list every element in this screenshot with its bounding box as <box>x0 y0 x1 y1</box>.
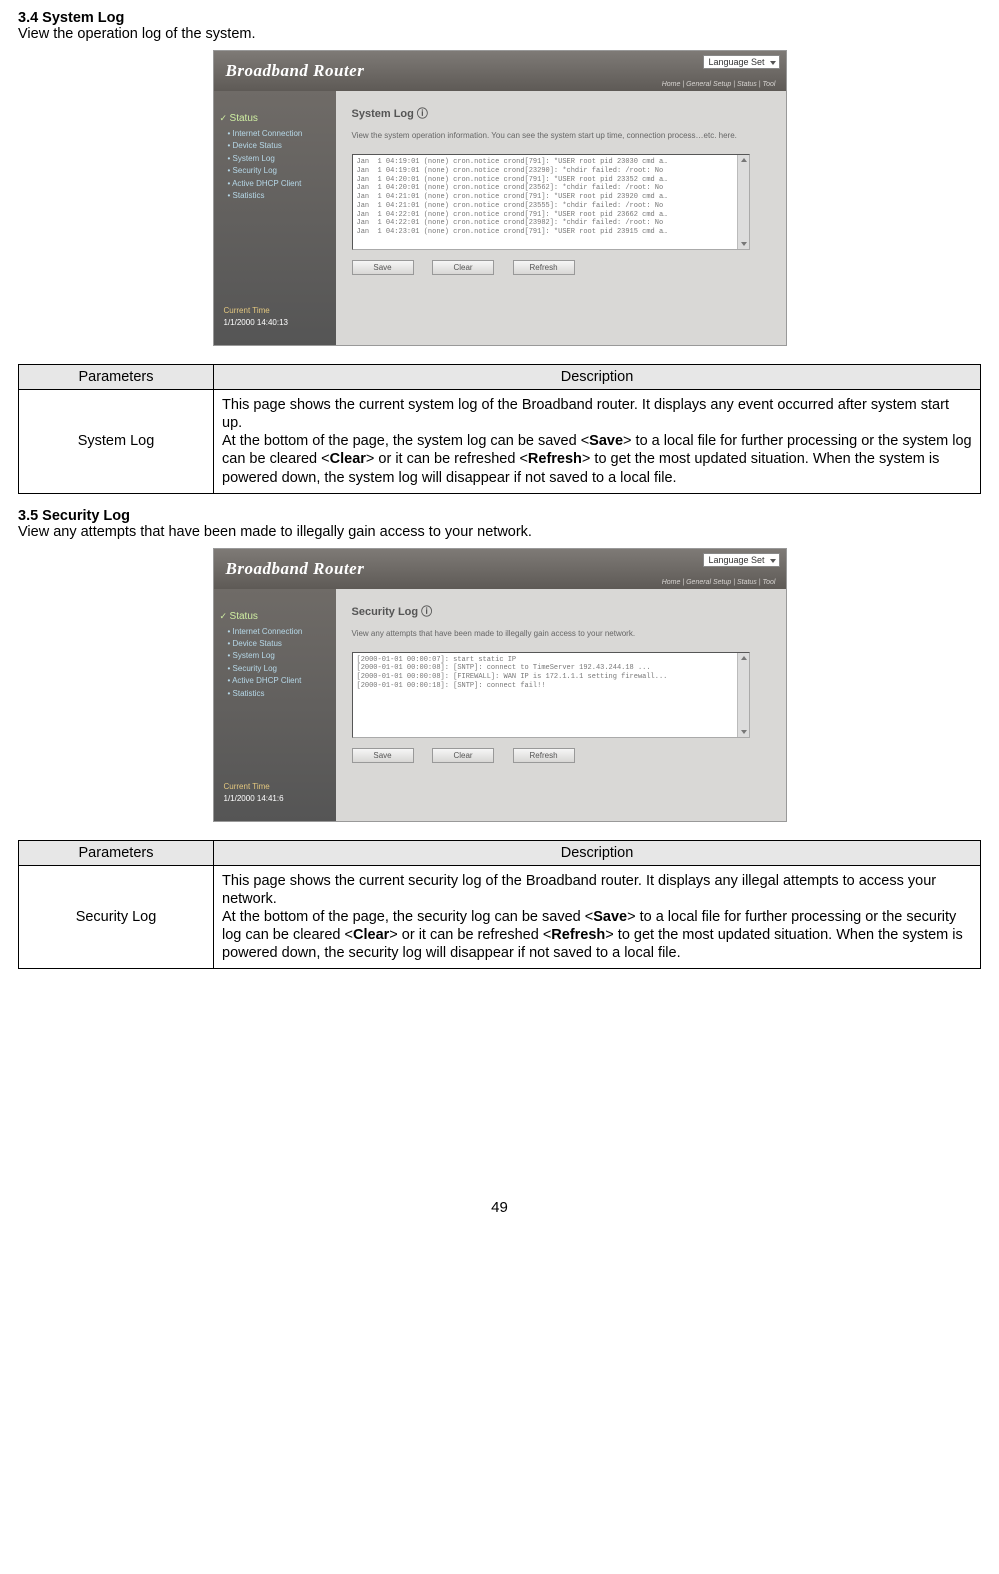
screenshot-system-log: Broadband Router Language Set Home | Gen… <box>18 50 981 350</box>
page-number: 49 <box>18 1199 981 1216</box>
router-header: Broadband Router Language Set Home | Gen… <box>214 51 786 91</box>
sidebar-item[interactable]: Active DHCP Client <box>220 675 330 687</box>
current-time-value: 1/1/2000 14:41:6 <box>224 794 284 803</box>
param-name: Security Log <box>19 865 214 969</box>
section-intro-security-log: View any attempts that have been made to… <box>18 524 981 540</box>
log-textarea[interactable]: [2000-01-01 00:00:07]: start static IP [… <box>352 652 750 738</box>
scrollbar[interactable] <box>737 155 749 249</box>
sidebar-item[interactable]: Device Status <box>220 638 330 650</box>
table-header-description: Description <box>214 840 981 865</box>
log-textarea[interactable]: Jan 1 04:19:01 (none) cron.notice crond[… <box>352 154 750 250</box>
router-header: Broadband Router Language Set Home | Gen… <box>214 549 786 589</box>
table-header-parameters: Parameters <box>19 365 214 390</box>
top-nav[interactable]: Home | General Setup | Status | Tool <box>662 81 776 88</box>
main-panel: System Log ⓘ View the system operation i… <box>336 91 786 345</box>
panel-title: Security Log ⓘ <box>352 603 770 619</box>
section-heading-security-log: 3.5 Security Log <box>18 508 981 524</box>
current-time-value: 1/1/2000 14:40:13 <box>224 318 289 327</box>
sidebar-item[interactable]: Security Log <box>220 165 330 177</box>
save-button[interactable]: Save <box>352 748 414 763</box>
sidebar-item[interactable]: Statistics <box>220 190 330 202</box>
section-intro-system-log: View the operation log of the system. <box>18 26 981 42</box>
sidebar: Status Internet Connection Device Status… <box>214 91 336 345</box>
parameters-table-system-log: Parameters Description System Log This p… <box>18 364 981 494</box>
table-header-description: Description <box>214 365 981 390</box>
screenshot-security-log: Broadband Router Language Set Home | Gen… <box>18 548 981 826</box>
top-nav[interactable]: Home | General Setup | Status | Tool <box>662 579 776 586</box>
section-heading-system-log: 3.4 System Log <box>18 10 981 26</box>
sidebar-item[interactable]: System Log <box>220 650 330 662</box>
main-panel: Security Log ⓘ View any attempts that ha… <box>336 589 786 821</box>
panel-title: System Log ⓘ <box>352 105 770 121</box>
sidebar-item[interactable]: Statistics <box>220 688 330 700</box>
table-header-parameters: Parameters <box>19 840 214 865</box>
language-select[interactable]: Language Set <box>703 553 779 567</box>
language-select[interactable]: Language Set <box>703 55 779 69</box>
log-content: Jan 1 04:19:01 (none) cron.notice crond[… <box>357 158 668 236</box>
clear-button[interactable]: Clear <box>432 260 494 275</box>
sidebar-item[interactable]: Security Log <box>220 663 330 675</box>
clear-button[interactable]: Clear <box>432 748 494 763</box>
sidebar-item[interactable]: Internet Connection <box>220 626 330 638</box>
scrollbar[interactable] <box>737 653 749 737</box>
sidebar-item[interactable]: Device Status <box>220 140 330 152</box>
sidebar-item[interactable]: Internet Connection <box>220 128 330 140</box>
sidebar-item[interactable]: Active DHCP Client <box>220 178 330 190</box>
current-time-label: Current Time <box>224 306 270 315</box>
panel-subtitle: View the system operation information. Y… <box>352 131 770 140</box>
log-content: [2000-01-01 00:00:07]: start static IP [… <box>357 656 668 690</box>
refresh-button[interactable]: Refresh <box>513 260 575 275</box>
sidebar: Status Internet Connection Device Status… <box>214 589 336 821</box>
save-button[interactable]: Save <box>352 260 414 275</box>
refresh-button[interactable]: Refresh <box>513 748 575 763</box>
sidebar-item[interactable]: System Log <box>220 153 330 165</box>
sidebar-status[interactable]: Status <box>220 611 330 622</box>
param-description: This page shows the current security log… <box>214 865 981 969</box>
sidebar-status[interactable]: Status <box>220 113 330 124</box>
parameters-table-security-log: Parameters Description Security Log This… <box>18 840 981 970</box>
panel-subtitle: View any attempts that have been made to… <box>352 629 770 638</box>
current-time-label: Current Time <box>224 782 270 791</box>
param-name: System Log <box>19 390 214 494</box>
param-description: This page shows the current system log o… <box>214 390 981 494</box>
